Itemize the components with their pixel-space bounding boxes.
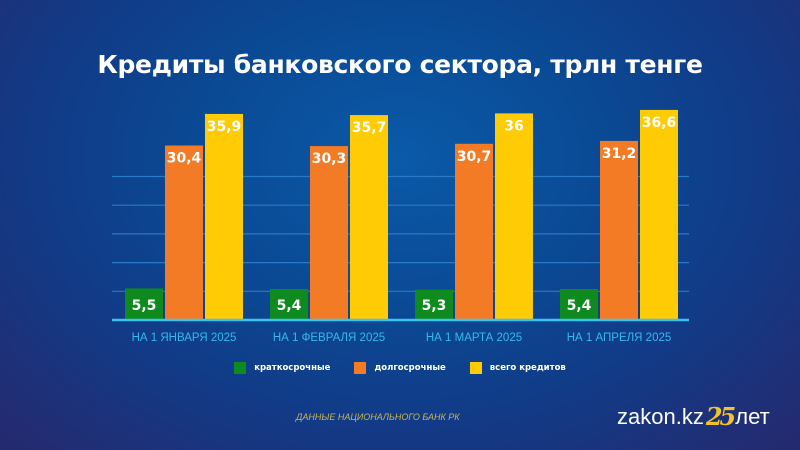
- legend-label: долгосрочные: [374, 363, 446, 373]
- bar: [310, 146, 348, 320]
- bar: [205, 113, 243, 321]
- value-label: 30,7: [457, 149, 492, 165]
- source-note: ДАННЫЕ НАЦИОНАЛЬНОГО БАНК РК: [296, 412, 460, 422]
- value-label: 5,4: [567, 298, 592, 314]
- x-tick-label: НА 1 ЯНВАРЯ 2025: [132, 332, 237, 344]
- value-label: 35,7: [352, 120, 387, 136]
- value-label: 5,5: [132, 298, 157, 314]
- value-label: 31,2: [602, 146, 637, 162]
- x-tick-labels: НА 1 ЯНВАРЯ 2025 НА 1 ФЕВРАЛЯ 2025 НА 1 МА…: [132, 332, 672, 344]
- zakon-logo: zakon.kz 25 лет: [617, 402, 770, 431]
- bar: [495, 113, 533, 320]
- bar: [350, 115, 388, 320]
- bar: [125, 288, 163, 320]
- bar: [455, 143, 493, 320]
- bar: [640, 109, 678, 320]
- legend-label: всего кредитов: [489, 363, 566, 373]
- bar: [270, 289, 308, 320]
- value-label: 36: [504, 118, 523, 134]
- logo-25-emblem: 25: [705, 402, 736, 431]
- logo-suffix: лет: [735, 403, 770, 429]
- value-label: 5,4: [277, 298, 302, 314]
- legend-item-total: всего кредитов: [469, 362, 566, 374]
- legend: краткосрочные долгосрочные всего кредито…: [0, 362, 800, 374]
- legend-swatch: [469, 362, 482, 374]
- bar: [415, 289, 453, 320]
- value-label: 5,3: [422, 298, 447, 314]
- bars: [125, 109, 678, 321]
- logo-text: zakon.kz: [617, 403, 704, 429]
- bar: [165, 145, 203, 320]
- value-label: 35,9: [207, 119, 242, 135]
- legend-item-short-term: краткосрочные: [234, 362, 330, 374]
- legend-swatch: [234, 362, 247, 374]
- value-label: 36,6: [642, 115, 677, 131]
- legend-item-long-term: долгосрочные: [354, 362, 446, 374]
- value-label: 30,3: [312, 151, 347, 167]
- legend-label: краткосрочные: [254, 363, 331, 373]
- x-tick-label: НА 1 АПРЕЛЯ 2025: [567, 332, 672, 344]
- x-tick-label: НА 1 ФЕВРАЛЯ 2025: [273, 332, 385, 344]
- legend-swatch: [354, 362, 367, 374]
- bar: [600, 140, 638, 320]
- value-label: 30,4: [167, 151, 202, 167]
- bar: [560, 289, 598, 320]
- x-tick-label: НА 1 МАРТА 2025: [426, 332, 522, 344]
- chart-title: Кредиты банковского сектора, трлн тенге: [97, 50, 703, 79]
- value-labels: 5,5 30,4 35,9 5,4 30,3 35,7 5,3 30,7 36 5,4 31,2 36…: [132, 115, 677, 314]
